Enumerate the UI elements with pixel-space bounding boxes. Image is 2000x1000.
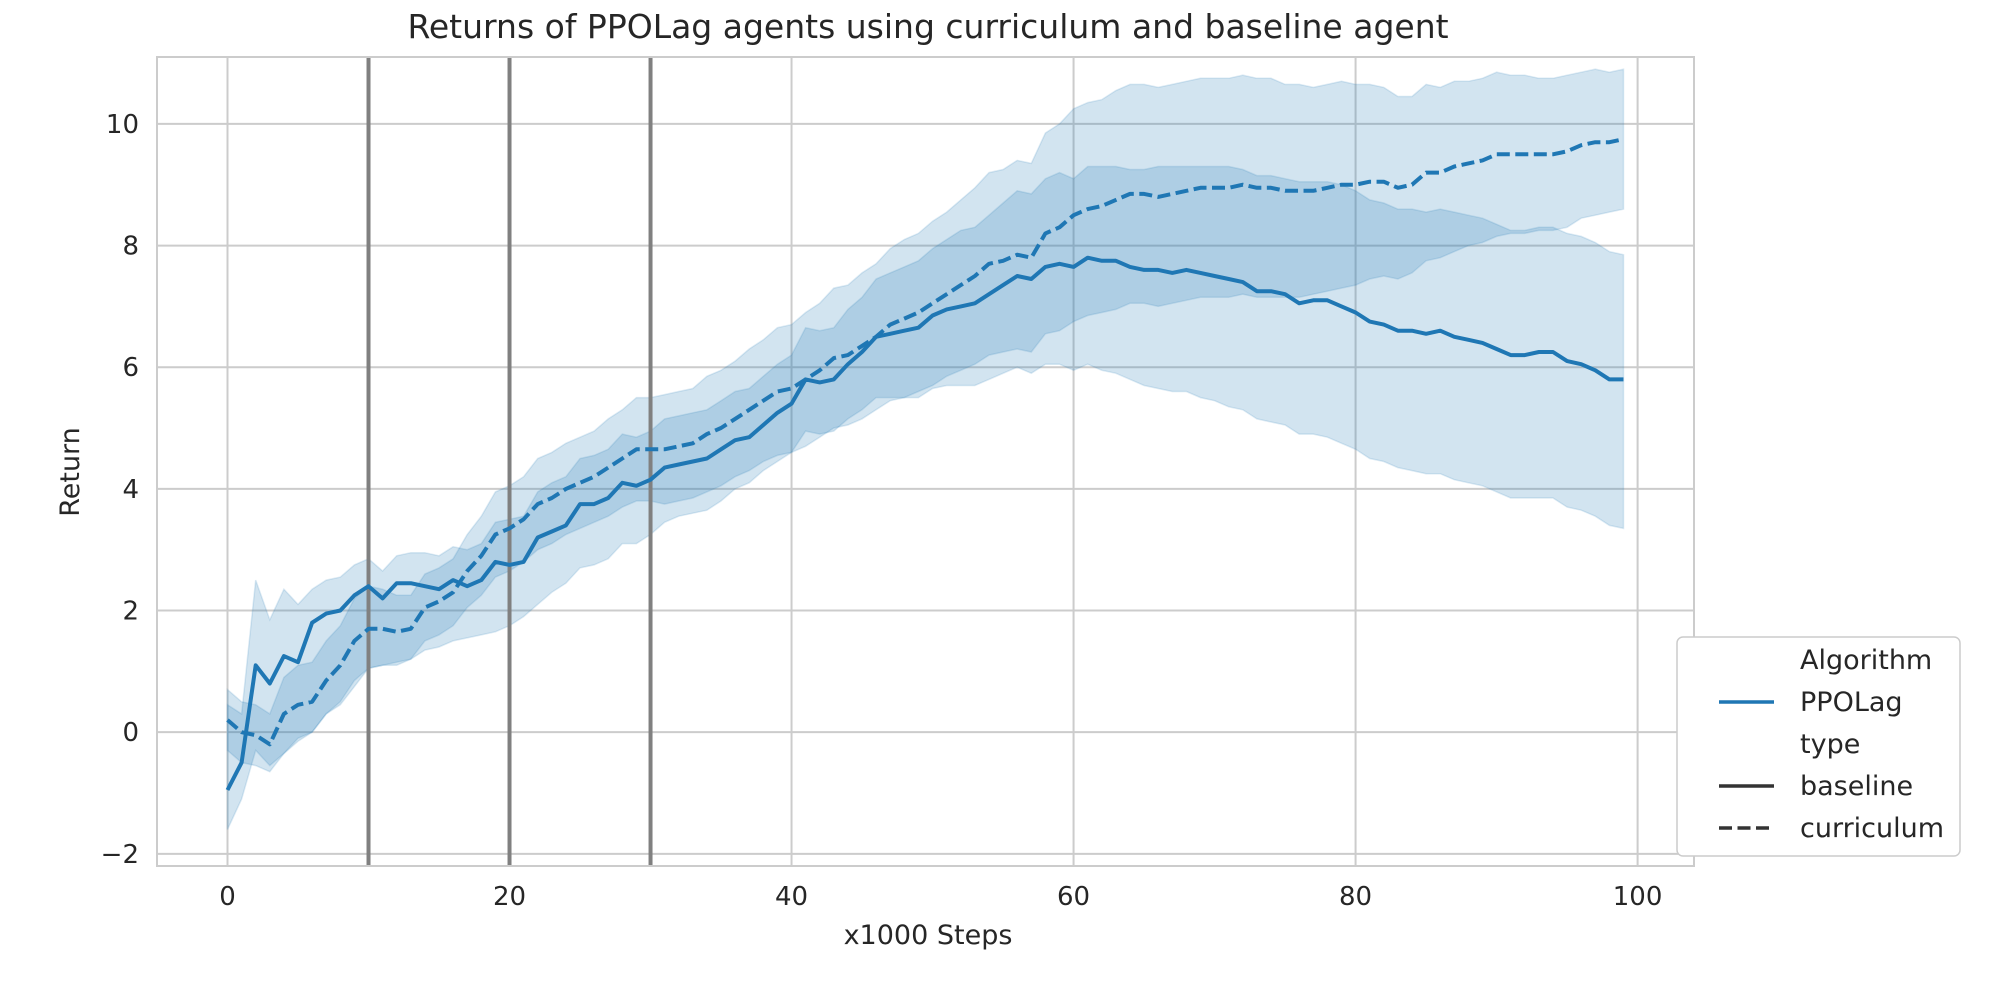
- legend-box: [1676, 636, 1961, 857]
- band-baseline: [226, 165, 1625, 830]
- x-tick-label: 0: [219, 882, 236, 912]
- chart-title: Returns of PPOLag agents using curriculu…: [407, 7, 1448, 46]
- y-axis-ticks: −2 0 2 4 6 8 10: [101, 110, 139, 870]
- legend-header-type: type: [1800, 729, 1860, 760]
- confidence-bands: [226, 68, 1625, 830]
- y-tick-label: 8: [122, 232, 139, 262]
- y-tick-label: −2: [101, 840, 139, 870]
- curriculum-stage-lines: [366, 57, 653, 866]
- legend: Algorithm PPOLag type baseline curriculu…: [1676, 636, 1961, 857]
- x-axis-ticks: 0 20 40 60 80 100: [219, 882, 1662, 912]
- legend-label-curriculum: curriculum: [1800, 813, 1944, 844]
- y-axis-label: Return: [55, 427, 86, 517]
- legend-header-algorithm: Algorithm: [1800, 645, 1932, 676]
- y-tick-label: 10: [106, 110, 139, 140]
- legend-label-ppolag: PPOLag: [1800, 687, 1903, 718]
- series-lines: [225, 137, 1624, 791]
- y-tick-label: 2: [122, 597, 139, 627]
- x-tick-label: 60: [1057, 882, 1090, 912]
- band-curriculum: [226, 68, 1625, 773]
- y-tick-label: 6: [122, 353, 139, 383]
- series-curriculum-line: [226, 137, 1624, 747]
- legend-label-baseline: baseline: [1800, 771, 1913, 802]
- x-tick-label: 80: [1339, 882, 1372, 912]
- y-tick-label: 0: [122, 718, 139, 748]
- grid: [157, 57, 1694, 866]
- plot-frame: [156, 56, 1695, 867]
- x-axis-label: x1000 Steps: [844, 920, 1013, 951]
- x-tick-label: 40: [775, 882, 808, 912]
- x-tick-label: 20: [493, 882, 526, 912]
- y-tick-label: 4: [122, 475, 139, 505]
- x-tick-label: 100: [1613, 882, 1663, 912]
